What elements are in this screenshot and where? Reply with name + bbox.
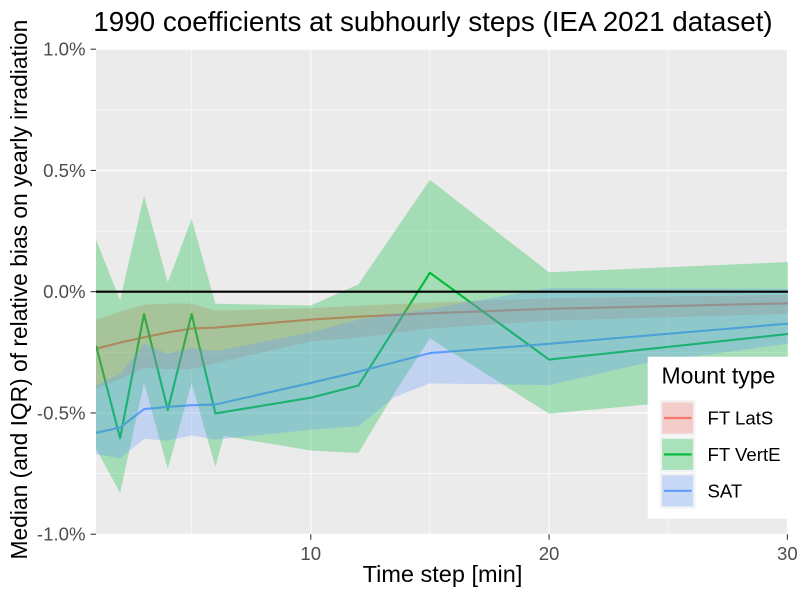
svg-text:1990 coefficients at subhourly: 1990 coefficients at subhourly steps (IE… xyxy=(93,6,772,37)
svg-text:30: 30 xyxy=(777,543,798,564)
svg-text:1.0%: 1.0% xyxy=(43,39,85,60)
svg-text:-1.0%: -1.0% xyxy=(37,524,86,545)
svg-text:FT LatS: FT LatS xyxy=(708,408,774,429)
svg-text:0.0%: 0.0% xyxy=(43,281,85,302)
svg-text:Mount type: Mount type xyxy=(662,363,776,389)
svg-text:Median (and IQR) of relative b: Median (and IQR) of relative bias on yea… xyxy=(6,20,32,560)
svg-text:-0.5%: -0.5% xyxy=(37,402,86,423)
svg-text:Time step [min]: Time step [min] xyxy=(363,561,523,587)
svg-text:FT VertE: FT VertE xyxy=(708,444,781,465)
svg-text:10: 10 xyxy=(300,543,321,564)
svg-text:SAT: SAT xyxy=(708,480,743,501)
svg-text:0.5%: 0.5% xyxy=(43,160,85,181)
svg-text:20: 20 xyxy=(539,543,560,564)
